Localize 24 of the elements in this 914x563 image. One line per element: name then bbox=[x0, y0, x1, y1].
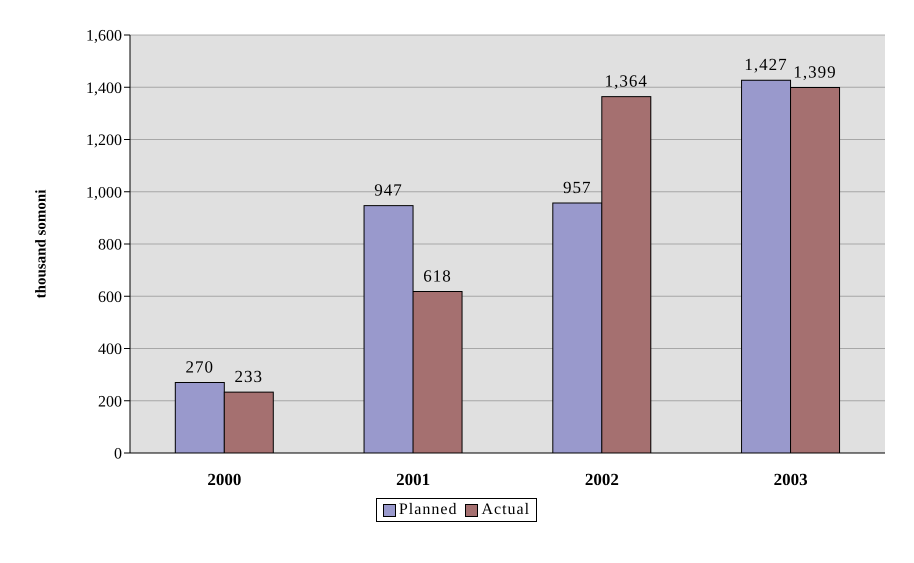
x-tick-label: 2002 bbox=[584, 470, 619, 490]
data-label: 270 bbox=[186, 357, 214, 376]
x-tick-label: 2003 bbox=[774, 470, 808, 490]
y-tick-label: 600 bbox=[98, 288, 122, 306]
y-tick-label: 200 bbox=[98, 393, 122, 410]
data-label: 947 bbox=[374, 180, 403, 200]
data-label: 957 bbox=[563, 178, 592, 197]
y-tick-label: 1,000 bbox=[86, 184, 122, 202]
y-tick-label: 0 bbox=[114, 446, 122, 463]
x-tick-label: 2001 bbox=[396, 470, 430, 490]
x-tick-label: 2000 bbox=[207, 470, 242, 490]
y-axis-title: thousand somoni bbox=[33, 190, 50, 298]
y-tick-label: 1,400 bbox=[86, 80, 122, 97]
y-tick-label: 1,600 bbox=[86, 28, 122, 45]
legend-label: Planned bbox=[398, 501, 458, 519]
y-tick-label: 1,200 bbox=[86, 132, 122, 150]
data-label: 233 bbox=[234, 367, 264, 386]
y-tick-label: 800 bbox=[98, 236, 122, 254]
data-label: 618 bbox=[423, 266, 452, 286]
legend-label: Actual bbox=[480, 501, 530, 519]
data-label: 1,364 bbox=[604, 72, 648, 91]
data-label: 1,427 bbox=[744, 55, 788, 74]
data-label: 1,399 bbox=[793, 62, 837, 82]
y-tick-label: 400 bbox=[98, 341, 122, 358]
